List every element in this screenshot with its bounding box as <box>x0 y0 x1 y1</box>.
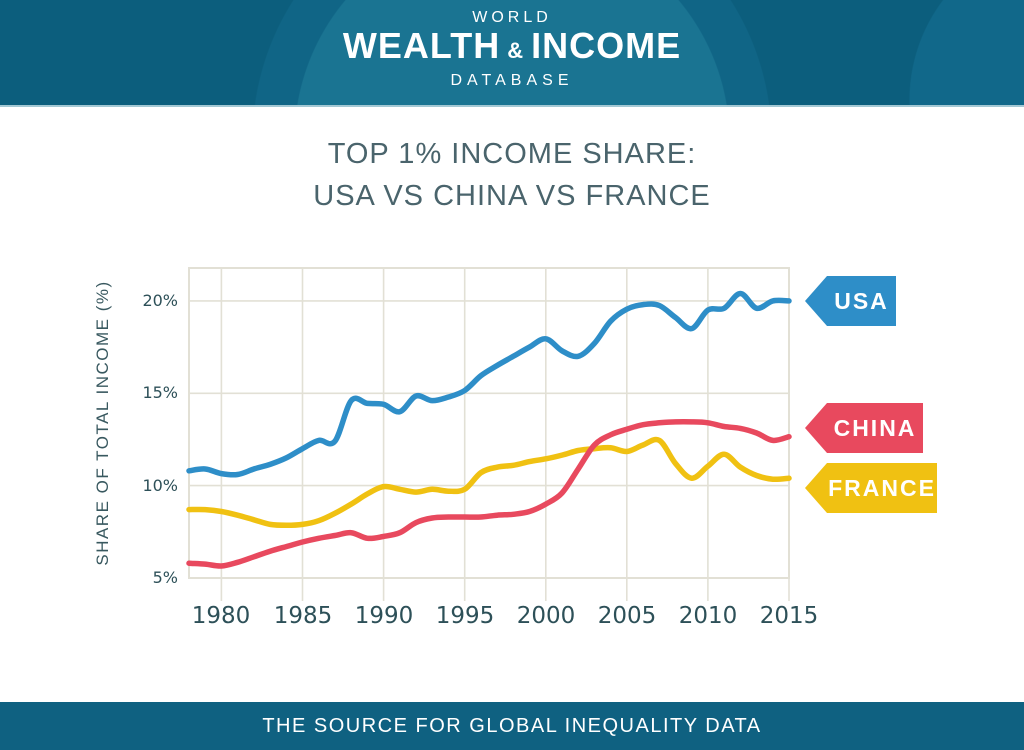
header-title: WEALTH & INCOME <box>0 28 1024 68</box>
y-tick-15: 15% <box>142 383 178 402</box>
china-flag-label: CHINA <box>833 414 917 441</box>
ampersand: & <box>507 38 525 63</box>
usa-line <box>186 290 792 478</box>
x-tick-2010: 2010 <box>678 603 738 629</box>
x-tick-1985: 1985 <box>273 603 333 629</box>
china-series-flag: CHINA <box>805 403 923 453</box>
x-tick-1980: 1980 <box>191 603 251 629</box>
france-line <box>186 436 792 529</box>
x-tick-2005: 2005 <box>597 603 657 629</box>
plot-border <box>188 267 790 579</box>
france-series-flag: FRANCE <box>805 463 937 513</box>
usa-flag-label: USA <box>834 287 889 314</box>
title-line-2: USA VS CHINA VS FRANCE <box>313 180 711 212</box>
y-tick-5: 5% <box>152 568 178 587</box>
header-wealth: WEALTH <box>342 25 501 66</box>
y-axis-title: SHARE OF TOTAL INCOME (%) <box>93 280 112 566</box>
france-flag-label: FRANCE <box>828 474 936 501</box>
y-tick-20: 20% <box>142 291 178 310</box>
header-word-world: WORLD <box>472 9 552 26</box>
x-tick-1995: 1995 <box>435 603 495 629</box>
header-word-database: DATABASE <box>450 72 574 89</box>
usa-series-flag: USA <box>805 276 896 326</box>
header-income: INCOME <box>531 25 682 66</box>
page-title: TOP 1% INCOME SHARE: USA VS CHINA VS FRA… <box>0 133 1024 217</box>
x-tick-1990: 1990 <box>354 603 414 629</box>
header-banner: WORLD WEALTH & INCOME DATABASE <box>0 0 1024 107</box>
title-line-1: TOP 1% INCOME SHARE: <box>327 138 697 170</box>
x-tick-2015: 2015 <box>759 603 819 629</box>
y-tick-10: 10% <box>142 476 178 495</box>
footer-tagline: THE SOURCE FOR GLOBAL INEQUALITY DATA <box>0 702 1024 750</box>
x-tick-2000: 2000 <box>516 603 576 629</box>
china-line <box>186 419 792 569</box>
